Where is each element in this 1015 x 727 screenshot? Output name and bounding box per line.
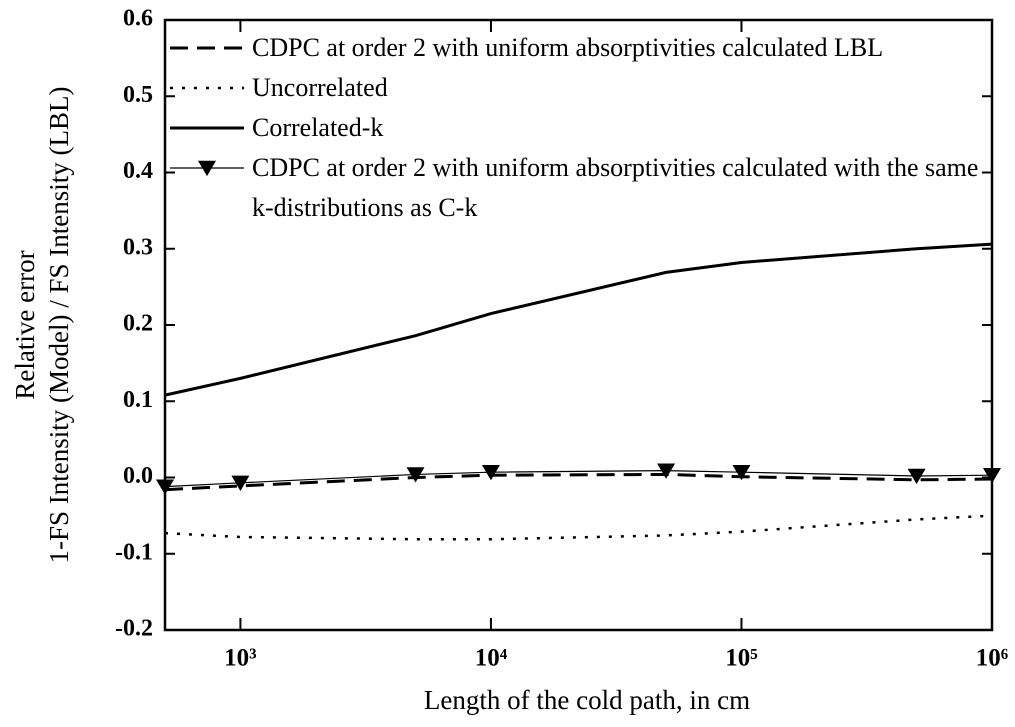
y-tick-label: 0.0 xyxy=(123,463,153,489)
y-tick-label: 0.3 xyxy=(123,234,153,260)
legend-entry: CDPC at order 2 with uniform absorptivit… xyxy=(168,28,988,68)
y-axis-label: Relative error xyxy=(10,250,40,399)
legend: CDPC at order 2 with uniform absorptivit… xyxy=(168,28,988,228)
series-line xyxy=(164,514,993,541)
legend-entry: Uncorrelated xyxy=(168,68,988,108)
y-tick-label: 0.2 xyxy=(123,311,153,337)
y-tick-label: 0.6 xyxy=(123,6,153,32)
legend-entry: CDPC at order 2 with uniform absorptivit… xyxy=(168,148,988,228)
marker xyxy=(657,463,676,479)
x-tick-label: 10⁴ xyxy=(475,645,508,672)
marker xyxy=(231,475,250,491)
marker xyxy=(983,468,1001,484)
y-tick-label: -0.1 xyxy=(115,539,153,565)
y-tick-label: 0.5 xyxy=(123,82,153,108)
x-tick-label: 10⁵ xyxy=(725,645,758,672)
legend-label: Uncorrelated xyxy=(252,73,388,102)
legend-swatch xyxy=(170,86,244,90)
series-line xyxy=(164,470,993,488)
x-tick-label: 10⁶ xyxy=(976,645,1009,672)
legend-swatch xyxy=(170,126,244,130)
legend-label: CDPC at order 2 with uniform absorptivit… xyxy=(252,33,884,62)
x-tick-label: 10³ xyxy=(224,645,257,672)
legend-marker xyxy=(198,160,216,177)
legend-label: Correlated-k xyxy=(252,113,384,142)
marker xyxy=(406,467,425,483)
marker xyxy=(732,464,751,481)
y-tick-label: -0.2 xyxy=(115,616,153,642)
y-axis-label: 1-FS Intensity (Model) / FS Intensity (L… xyxy=(44,87,74,564)
marker xyxy=(481,464,500,481)
x-axis-label: Length of the cold path, in cm xyxy=(424,685,750,715)
y-tick-label: 0.1 xyxy=(123,387,153,413)
legend-label: CDPC at order 2 with uniform absorptivit… xyxy=(252,153,979,222)
series-line xyxy=(164,242,993,397)
y-tick-label: 0.4 xyxy=(123,158,153,184)
legend-swatch xyxy=(170,160,244,177)
series-line xyxy=(164,472,993,492)
legend-entry: Correlated-k xyxy=(168,108,988,148)
marker xyxy=(907,468,926,485)
marker xyxy=(156,479,174,495)
legend-swatch xyxy=(170,46,244,50)
